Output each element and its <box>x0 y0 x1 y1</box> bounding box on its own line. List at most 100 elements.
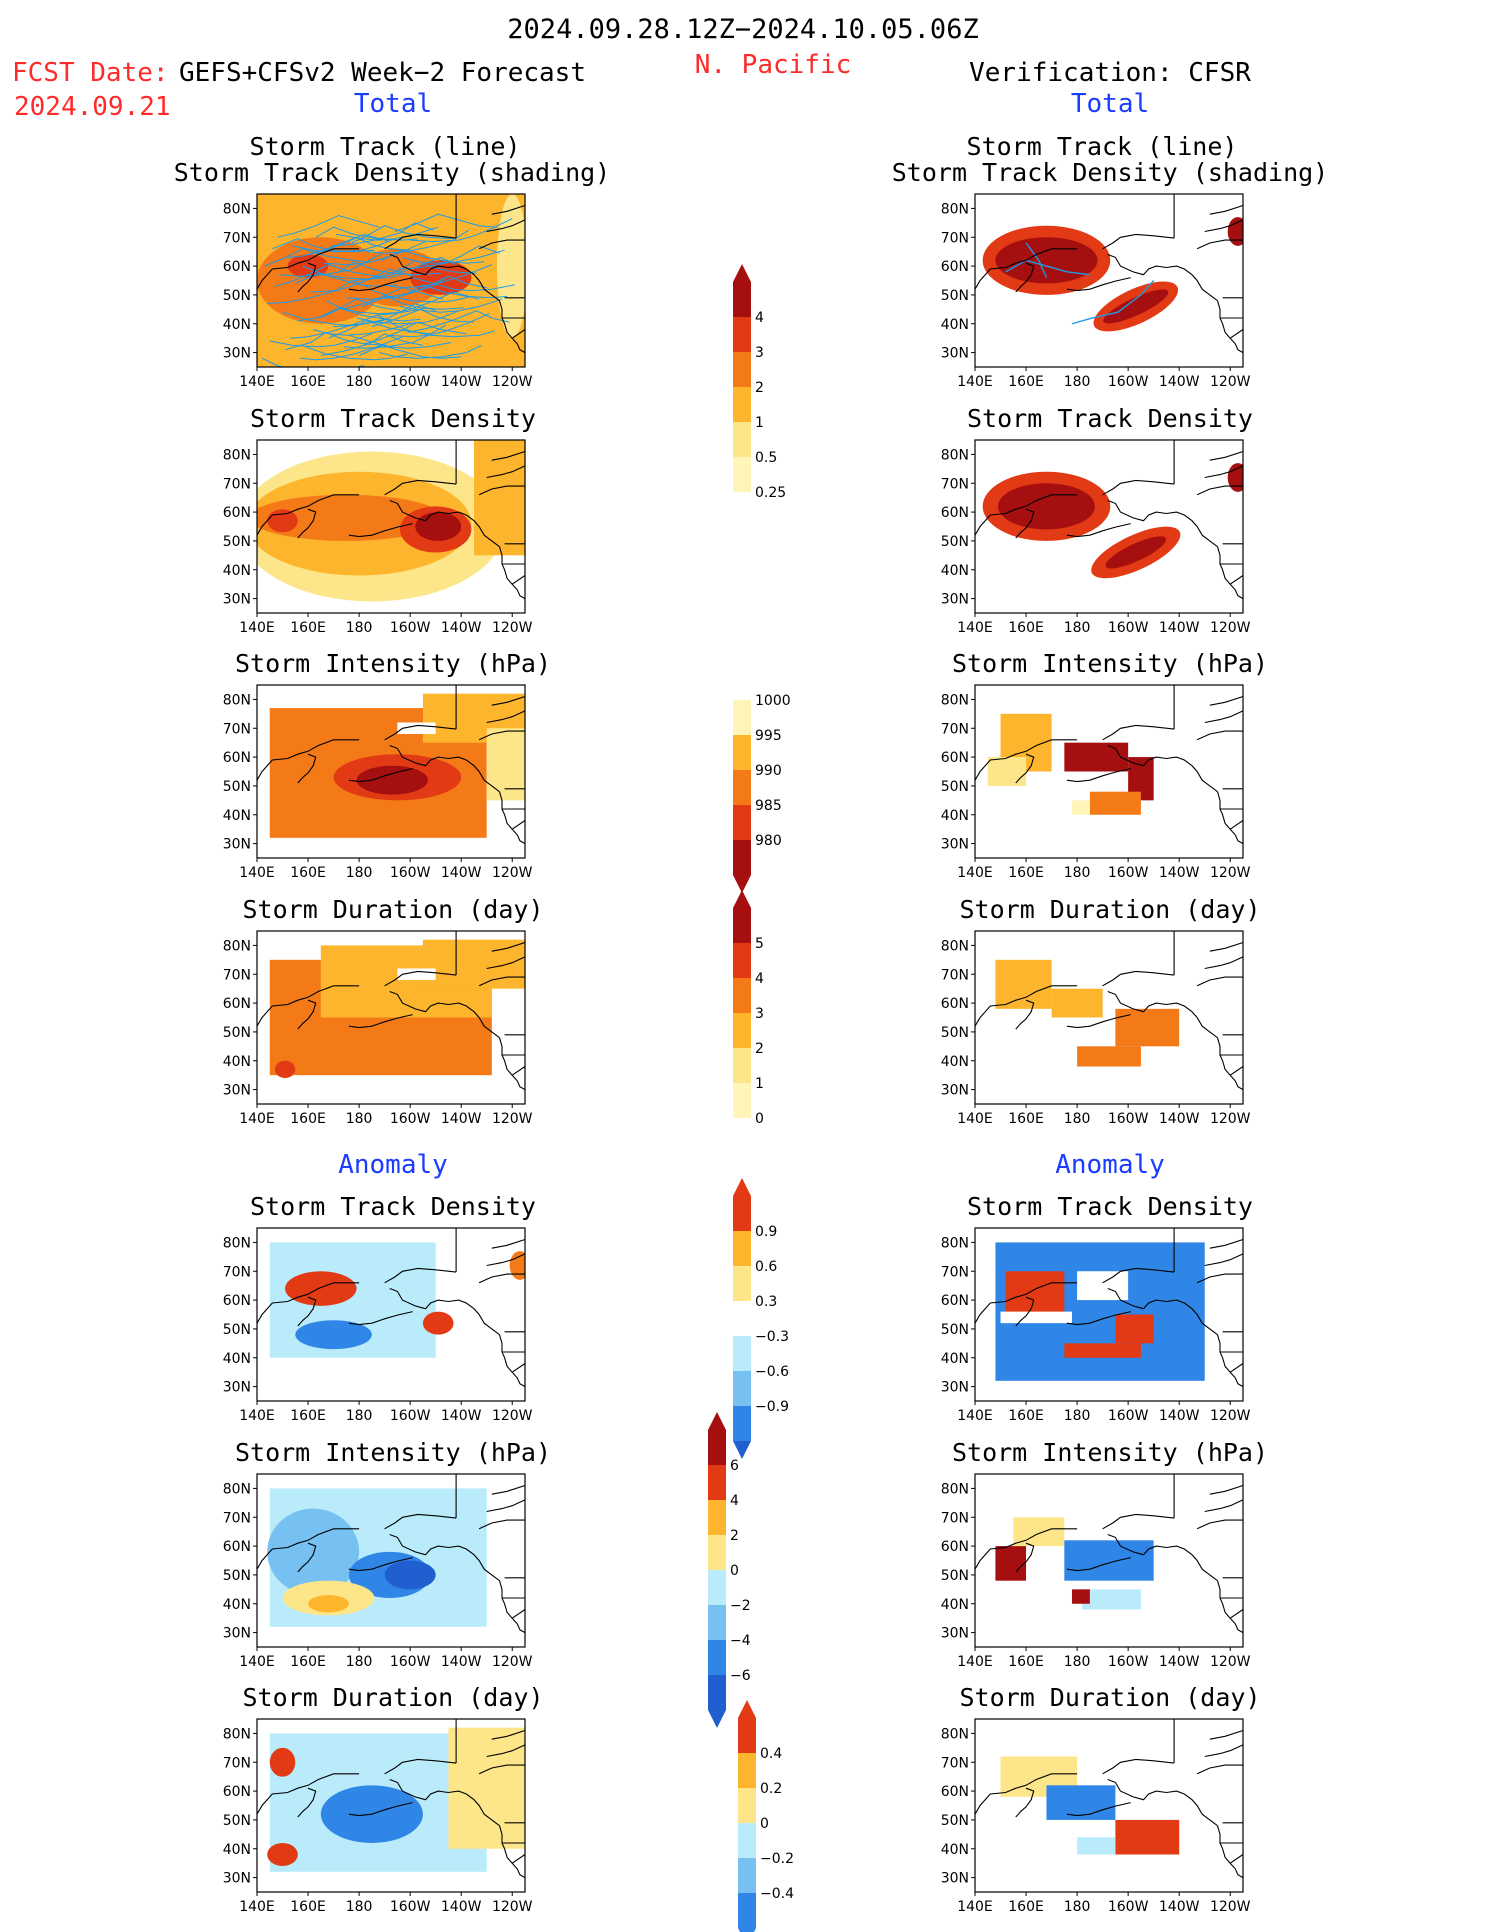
lat-tick-label: 40N <box>223 317 251 333</box>
lat-tick-label: 60N <box>223 750 251 766</box>
colorbar-segment <box>733 317 751 352</box>
lon-tick-label: 140W <box>441 374 482 390</box>
coastline <box>1102 1758 1175 1775</box>
colorbar-segment <box>738 1718 756 1753</box>
colorbar-label: 0.5 <box>755 450 777 466</box>
coastline <box>511 329 526 339</box>
storm-track-line <box>1071 280 1155 325</box>
colorbar-segment <box>733 840 751 875</box>
section-anomaly-right: Anomaly <box>1055 1150 1165 1180</box>
lon-tick-label: 120W <box>1210 865 1251 881</box>
anomaly-blob <box>267 1842 298 1867</box>
coastline <box>1107 253 1218 302</box>
lon-tick-label: 160W <box>1108 620 1149 636</box>
lon-tick-label: 180 <box>1064 1899 1091 1915</box>
lat-tick-label: 50N <box>941 1813 969 1829</box>
coastline <box>1102 1267 1175 1284</box>
lat-tick-label: 70N <box>941 1264 969 1280</box>
lat-tick-label: 40N <box>223 1054 251 1070</box>
lat-tick-label: 80N <box>941 447 969 463</box>
coastline <box>491 1238 526 1249</box>
lat-tick-label: 40N <box>941 1842 969 1858</box>
colorbar-segment <box>733 1301 751 1336</box>
storm-track-line <box>274 264 378 287</box>
coastline <box>511 1609 526 1619</box>
density-blob <box>1227 463 1243 492</box>
storm-track-line <box>341 287 444 310</box>
field-cell <box>1077 1837 1116 1855</box>
fcst-date: 2024.09.21 <box>14 92 171 122</box>
coastline <box>1066 523 1131 538</box>
lon-tick-label: 140E <box>239 1654 275 1670</box>
colorbar-arrow-bottom <box>708 1710 726 1728</box>
storm-track-line <box>338 261 441 276</box>
colorbar-label: −0.6 <box>755 1364 789 1380</box>
coastline <box>389 1533 500 1582</box>
lon-tick-label: 120W <box>492 865 533 881</box>
lon-tick-label: 140E <box>957 1899 993 1915</box>
panel-title: Storm Duration (day) <box>959 895 1261 924</box>
lat-tick-label: 30N <box>223 1380 251 1396</box>
coastline <box>1107 990 1218 1039</box>
lon-tick-label: 160E <box>1008 374 1044 390</box>
colorbar-segment <box>733 735 751 770</box>
lon-tick-label: 180 <box>346 620 373 636</box>
colorbar-density: 4 3 2 1 0.5 0.25 <box>715 262 795 546</box>
colorbar-segment <box>733 943 751 978</box>
colorbar-label: 3 <box>755 345 764 361</box>
lon-tick-label: 140E <box>239 1899 275 1915</box>
density-blob <box>496 194 525 339</box>
coastlines <box>974 1719 1244 1879</box>
coastline <box>1216 546 1244 600</box>
date-range-title: 2024.09.28.12Z−2024.10.05.06Z <box>507 14 979 45</box>
lat-tick-label: 80N <box>223 938 251 954</box>
colorbar-label: 0 <box>730 1563 739 1579</box>
storm-track-line <box>320 333 424 356</box>
lon-tick-label: 140W <box>1159 1899 1200 1915</box>
colorbar-anom-density: 0.9 0.6 0.3 −0.3 −0.6 −0.9 <box>715 1176 795 1460</box>
lon-tick-label: 120W <box>1210 1654 1251 1670</box>
coastlines <box>256 194 526 354</box>
coastline <box>389 744 500 793</box>
lat-tick-label: 50N <box>941 779 969 795</box>
map-panel-verif-anom-density: 80N 70N 60N 50N 40N 30N 140E 160E 180 160W 140W 120… <box>928 1226 1251 1430</box>
density-blob <box>351 248 444 307</box>
colorbar-anom-intensity: 6 4 2 0 −2 −4 −6 <box>690 1410 770 1728</box>
coastline <box>974 1528 1078 1570</box>
coastline <box>297 1296 317 1327</box>
lon-tick-label: 160W <box>390 620 431 636</box>
lon-tick-label: 160E <box>290 865 326 881</box>
coastline <box>511 1854 526 1864</box>
coastline <box>478 239 525 250</box>
density-blob <box>415 512 462 541</box>
lat-tick-label: 80N <box>941 938 969 954</box>
storm-track-line <box>287 233 390 258</box>
lat-tick-label: 70N <box>223 476 251 492</box>
storm-track-line <box>290 314 393 339</box>
lat-tick-label: 40N <box>223 563 251 579</box>
storm-track-line <box>402 249 505 264</box>
lon-tick-label: 160W <box>1108 1111 1149 1127</box>
lat-tick-label: 70N <box>941 721 969 737</box>
coastline <box>384 479 457 496</box>
anomaly-blob <box>422 1311 454 1335</box>
colorbar-segment <box>733 700 751 735</box>
colorbar-arrow-top <box>738 1700 756 1718</box>
lat-tick-label: 70N <box>941 230 969 246</box>
coastlines <box>974 931 1244 1091</box>
coastline <box>1204 710 1244 724</box>
coastline <box>1229 1854 1244 1864</box>
colorbar-label: −4 <box>730 1633 751 1649</box>
coastline <box>1102 724 1175 741</box>
coastline <box>1196 1764 1243 1775</box>
field-cell <box>448 1727 525 1849</box>
field-shading <box>975 1228 1243 1401</box>
map-frame <box>256 684 526 859</box>
lon-tick-label: 120W <box>492 1111 533 1127</box>
panel-title: Storm Intensity (hPa) <box>234 649 552 678</box>
colorbar-segment <box>738 1823 756 1858</box>
lon-tick-label: 120W <box>1210 374 1251 390</box>
lat-tick-label: 50N <box>223 1568 251 1584</box>
colorbar-label: 0.3 <box>755 1294 777 1310</box>
storm-track-line <box>343 324 447 349</box>
